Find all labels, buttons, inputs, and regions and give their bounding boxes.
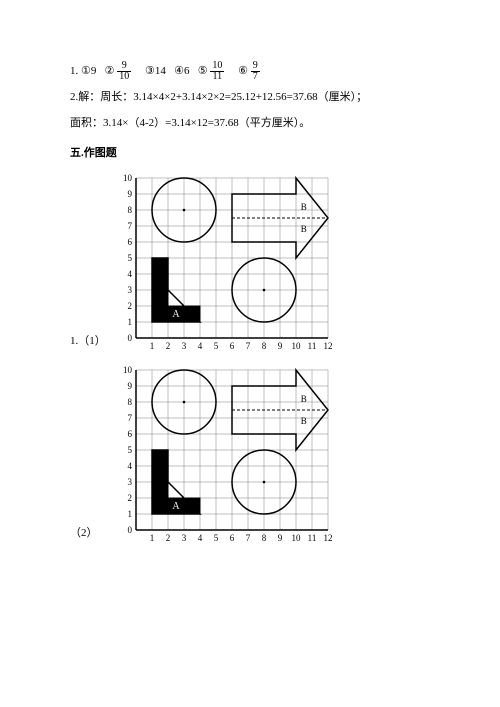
svg-text:O: O — [155, 291, 162, 302]
figure-1-grid: 123456789101112012345678910AOBB — [118, 174, 332, 352]
svg-text:12: 12 — [324, 533, 333, 543]
svg-text:10: 10 — [292, 341, 302, 351]
figure-1-row: 1.（1） 123456789101112012345678910AOBB — [70, 174, 430, 352]
svg-text:0: 0 — [128, 525, 133, 535]
svg-text:9: 9 — [278, 533, 283, 543]
svg-text:8: 8 — [262, 533, 267, 543]
figure-2-grid: 123456789101112012345678910AOBB — [118, 366, 332, 544]
svg-text:0: 0 — [128, 333, 133, 343]
svg-text:A: A — [172, 501, 180, 512]
svg-text:4: 4 — [198, 341, 203, 351]
svg-text:7: 7 — [246, 341, 251, 351]
svg-text:12: 12 — [324, 341, 333, 351]
svg-text:3: 3 — [182, 341, 187, 351]
answer-line-1: 1. ①9 ② 910 ③14 ④6 ⑤ 1011 ⑥ 97 — [70, 60, 430, 82]
svg-text:6: 6 — [128, 237, 133, 247]
svg-text:5: 5 — [128, 445, 133, 455]
svg-text:3: 3 — [182, 533, 187, 543]
svg-text:7: 7 — [246, 533, 251, 543]
svg-text:2: 2 — [166, 341, 171, 351]
svg-text:3: 3 — [128, 285, 133, 295]
svg-text:4: 4 — [128, 269, 133, 279]
svg-text:4: 4 — [128, 461, 133, 471]
svg-text:7: 7 — [128, 413, 133, 423]
svg-text:2: 2 — [128, 301, 133, 311]
svg-text:1: 1 — [150, 533, 155, 543]
q1-prefix: 1. — [70, 65, 78, 77]
svg-text:4: 4 — [198, 533, 203, 543]
svg-text:1: 1 — [128, 317, 133, 327]
figure-1-label: 1.（1） — [70, 330, 118, 352]
svg-text:O: O — [155, 483, 162, 494]
svg-text:6: 6 — [230, 341, 235, 351]
svg-text:7: 7 — [128, 221, 133, 231]
svg-text:10: 10 — [123, 174, 133, 183]
svg-text:3: 3 — [128, 477, 133, 487]
svg-text:A: A — [172, 309, 180, 320]
answer-line-2b: 面积：3.14×（4-2）=3.14×12=37.68（平方厘米）。 — [70, 112, 430, 134]
svg-text:5: 5 — [214, 533, 219, 543]
q1-item-2: ② 910 — [105, 65, 134, 77]
svg-text:2: 2 — [128, 493, 133, 503]
svg-text:1: 1 — [128, 509, 133, 519]
q1-item-3: ③14 — [145, 65, 169, 77]
svg-text:9: 9 — [278, 341, 283, 351]
svg-text:B: B — [301, 202, 307, 212]
answer-line-2a: 2.解：周长：3.14×4×2+3.14×2×2=25.12+12.56=37.… — [70, 86, 430, 108]
svg-text:5: 5 — [214, 341, 219, 351]
svg-text:10: 10 — [123, 366, 133, 375]
svg-text:6: 6 — [128, 429, 133, 439]
q1-item-6: ⑥ 97 — [238, 65, 260, 77]
svg-text:2: 2 — [166, 533, 171, 543]
figure-2-row: （2） 123456789101112012345678910AOBB — [70, 366, 430, 544]
svg-text:9: 9 — [128, 189, 133, 199]
section-5-title: 五.作图题 — [70, 142, 430, 164]
svg-text:11: 11 — [308, 341, 317, 351]
svg-text:9: 9 — [128, 381, 133, 391]
svg-text:1: 1 — [150, 341, 155, 351]
svg-text:5: 5 — [128, 253, 133, 263]
svg-text:8: 8 — [262, 341, 267, 351]
svg-text:11: 11 — [308, 533, 317, 543]
svg-text:B: B — [301, 224, 307, 234]
svg-text:8: 8 — [128, 397, 133, 407]
q1-item-5: ⑤ 1011 — [198, 65, 227, 77]
svg-text:8: 8 — [128, 205, 133, 215]
svg-text:6: 6 — [230, 533, 235, 543]
q1-item-4: ④6 — [174, 65, 192, 77]
svg-text:B: B — [301, 394, 307, 404]
q1-item-1: ①9 — [81, 65, 99, 77]
svg-text:10: 10 — [292, 533, 302, 543]
svg-text:B: B — [301, 416, 307, 426]
figure-2-label: （2） — [70, 522, 118, 544]
